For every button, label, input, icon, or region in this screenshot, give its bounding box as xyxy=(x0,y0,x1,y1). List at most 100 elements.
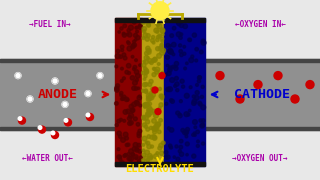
Circle shape xyxy=(62,101,68,107)
Circle shape xyxy=(157,63,160,65)
Circle shape xyxy=(131,44,135,48)
Circle shape xyxy=(195,96,199,100)
Bar xyxy=(115,162,205,166)
Circle shape xyxy=(197,76,202,80)
Circle shape xyxy=(135,26,138,29)
Circle shape xyxy=(142,115,146,120)
Circle shape xyxy=(129,104,134,109)
Circle shape xyxy=(158,47,162,50)
Circle shape xyxy=(156,38,159,42)
Circle shape xyxy=(135,59,137,62)
Circle shape xyxy=(152,67,156,70)
Circle shape xyxy=(121,67,123,70)
Circle shape xyxy=(167,49,171,53)
Circle shape xyxy=(143,33,148,37)
Circle shape xyxy=(133,40,135,43)
Circle shape xyxy=(183,45,186,48)
Circle shape xyxy=(161,33,164,36)
Circle shape xyxy=(187,162,189,165)
Circle shape xyxy=(166,87,170,92)
Circle shape xyxy=(146,49,150,53)
Circle shape xyxy=(165,102,168,105)
Circle shape xyxy=(180,152,184,156)
Circle shape xyxy=(120,161,124,165)
Circle shape xyxy=(175,145,178,148)
Circle shape xyxy=(152,119,156,123)
Circle shape xyxy=(160,44,163,46)
Circle shape xyxy=(127,42,130,45)
Text: →OXYGEN OUT→: →OXYGEN OUT→ xyxy=(232,154,288,163)
Circle shape xyxy=(166,64,169,67)
Circle shape xyxy=(115,86,119,90)
Circle shape xyxy=(145,150,149,155)
Circle shape xyxy=(194,134,196,136)
Circle shape xyxy=(174,76,178,80)
Circle shape xyxy=(119,55,123,58)
Circle shape xyxy=(137,134,140,138)
Circle shape xyxy=(126,98,129,101)
Circle shape xyxy=(183,24,188,29)
Circle shape xyxy=(144,102,149,107)
Circle shape xyxy=(170,146,172,149)
Circle shape xyxy=(154,28,159,33)
Circle shape xyxy=(174,61,179,66)
Circle shape xyxy=(122,77,125,80)
Circle shape xyxy=(151,93,155,97)
Circle shape xyxy=(115,123,118,127)
Circle shape xyxy=(118,31,120,33)
Circle shape xyxy=(172,42,176,47)
Circle shape xyxy=(158,146,162,150)
Circle shape xyxy=(147,144,151,149)
Circle shape xyxy=(179,113,181,116)
Circle shape xyxy=(179,145,183,149)
Circle shape xyxy=(120,91,123,95)
Circle shape xyxy=(146,46,150,50)
Circle shape xyxy=(137,143,141,147)
Circle shape xyxy=(153,130,156,134)
Circle shape xyxy=(119,156,122,158)
Circle shape xyxy=(150,135,154,139)
Circle shape xyxy=(170,99,174,103)
Circle shape xyxy=(132,102,136,107)
Circle shape xyxy=(141,19,146,24)
Circle shape xyxy=(199,50,203,54)
Circle shape xyxy=(169,128,174,132)
Circle shape xyxy=(135,157,138,159)
Bar xyxy=(142,18,164,166)
Circle shape xyxy=(134,70,139,74)
Circle shape xyxy=(164,156,168,159)
Circle shape xyxy=(142,89,145,93)
Circle shape xyxy=(149,92,153,95)
Circle shape xyxy=(149,79,153,84)
Circle shape xyxy=(153,68,156,70)
Circle shape xyxy=(129,156,133,161)
Circle shape xyxy=(131,153,134,156)
Circle shape xyxy=(147,162,150,166)
Circle shape xyxy=(116,84,120,88)
Circle shape xyxy=(148,102,152,105)
Circle shape xyxy=(133,117,137,121)
Circle shape xyxy=(201,39,205,43)
Circle shape xyxy=(143,78,146,80)
Circle shape xyxy=(192,133,195,136)
Circle shape xyxy=(129,113,133,118)
Circle shape xyxy=(176,89,179,92)
Circle shape xyxy=(18,117,22,120)
Circle shape xyxy=(179,50,182,53)
Circle shape xyxy=(186,154,188,156)
Circle shape xyxy=(150,87,155,91)
Circle shape xyxy=(127,41,129,43)
Circle shape xyxy=(135,147,139,151)
Circle shape xyxy=(139,64,141,66)
Circle shape xyxy=(144,89,147,93)
Circle shape xyxy=(132,68,135,70)
Circle shape xyxy=(161,29,164,33)
Circle shape xyxy=(193,132,196,134)
Circle shape xyxy=(115,54,120,59)
Circle shape xyxy=(160,37,164,40)
Circle shape xyxy=(131,45,135,49)
Circle shape xyxy=(274,72,282,80)
Circle shape xyxy=(126,64,131,68)
Circle shape xyxy=(179,44,182,47)
Circle shape xyxy=(139,104,142,107)
